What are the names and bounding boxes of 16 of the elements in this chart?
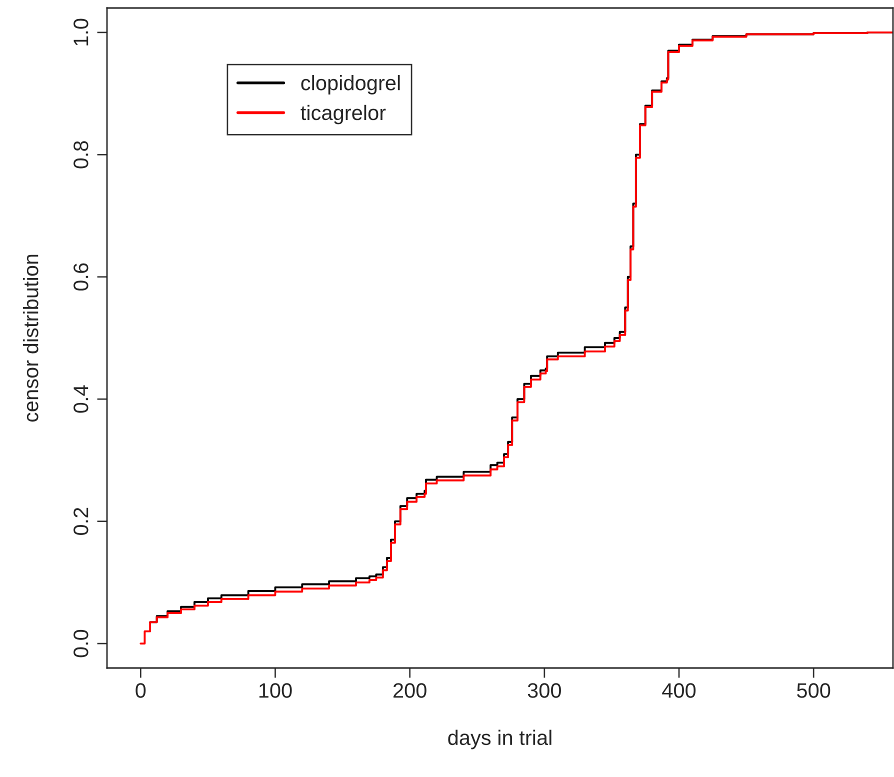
legend-label: clopidogrel — [301, 75, 400, 94]
x-tick-label: 0 — [136, 683, 146, 698]
legend-label: ticagrelor — [300, 104, 386, 124]
y-tick-label: 0.6 — [74, 263, 88, 291]
y-axis-title: censor distribution — [23, 254, 38, 422]
x-tick-label: 100 — [259, 683, 292, 698]
y-tick-label: 0.4 — [74, 385, 88, 413]
y-tick-label: 0.8 — [74, 141, 88, 168]
y-tick-label: 0.2 — [74, 508, 88, 535]
y-tick-label: 0.0 — [74, 630, 88, 658]
x-axis-title: days in trial — [448, 730, 552, 750]
y-tick-label: 1.0 — [74, 18, 88, 46]
x-tick-label: 300 — [528, 683, 561, 698]
x-tick-label: 200 — [393, 683, 426, 698]
x-tick-label: 500 — [797, 683, 830, 698]
x-tick-label: 400 — [662, 683, 696, 698]
